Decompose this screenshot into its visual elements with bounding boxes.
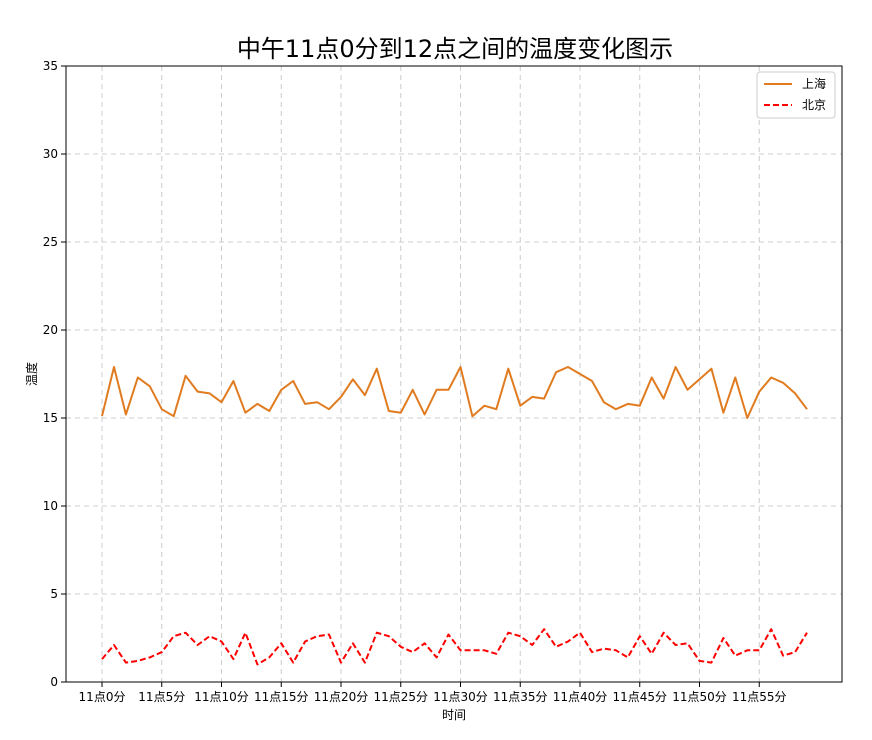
y-tick-label: 5: [50, 587, 58, 601]
legend-label-beijing: 北京: [802, 98, 826, 112]
y-tick-label: 10: [43, 499, 58, 513]
y-tick-label: 15: [43, 411, 58, 425]
x-tick-label: 11点50分: [672, 690, 727, 704]
x-tick-label: 11点30分: [433, 690, 488, 704]
x-tick-label: 11点0分: [79, 690, 126, 704]
x-tick-label: 11点5分: [138, 690, 185, 704]
x-tick-label: 11点15分: [254, 690, 309, 704]
y-tick-label: 30: [43, 147, 58, 161]
x-tick-label: 11点20分: [314, 690, 369, 704]
y-tick-label: 0: [50, 675, 58, 689]
x-tick-label: 11点55分: [732, 690, 787, 704]
x-axis-label: 时间: [442, 708, 466, 722]
y-tick-label: 35: [43, 59, 58, 73]
y-tick-label: 25: [43, 235, 58, 249]
y-axis-label: 温度: [24, 362, 39, 386]
x-tick-label: 11点35分: [493, 690, 548, 704]
legend-label-shanghai: 上海: [802, 76, 826, 91]
y-tick-label: 20: [43, 323, 58, 337]
x-tick-label: 11点10分: [194, 690, 249, 704]
chart-title: 中午11点0分到12点之间的温度变化图示: [237, 35, 673, 63]
x-tick-label: 11点45分: [612, 690, 667, 704]
legend: 上海 北京: [757, 72, 835, 118]
x-tick-label: 11点25分: [373, 690, 428, 704]
x-tick-label: 11点40分: [553, 690, 608, 704]
